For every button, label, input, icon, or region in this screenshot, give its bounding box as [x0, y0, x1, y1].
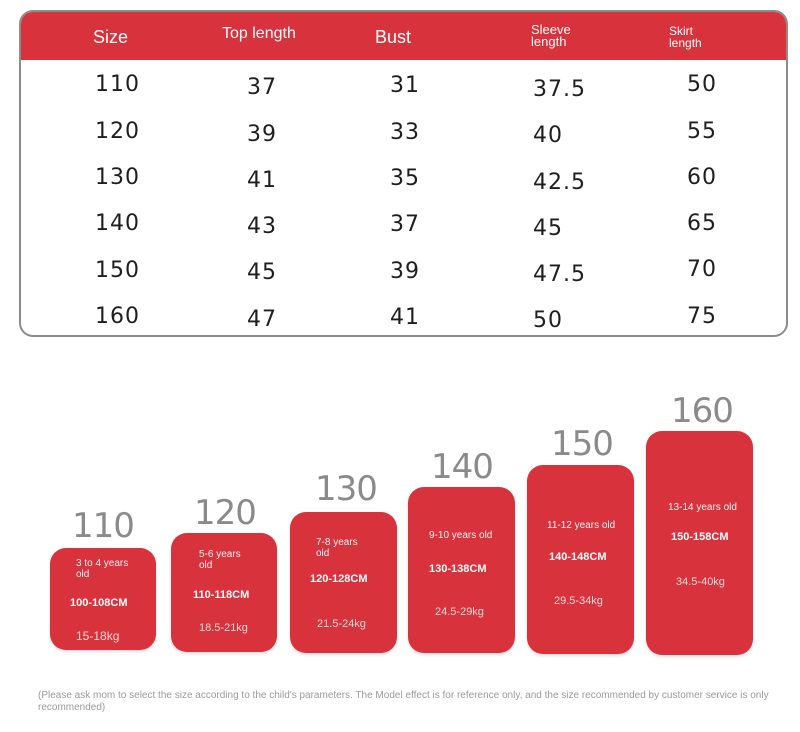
height-range: 130-138CM — [429, 563, 487, 575]
size-table: Size Top length Bust Sleeve length Skirt… — [19, 10, 788, 337]
header-bust: Bust — [375, 27, 412, 47]
cell-sleeve-length: 42.5 — [533, 170, 586, 195]
cell-size: 160 — [95, 304, 140, 329]
age-range: 13-14 years old — [668, 502, 737, 513]
cell-top-length: 47 — [247, 307, 277, 332]
cell-top-length: 45 — [247, 260, 277, 285]
size-card: 3 to 4 years old 100-108CM 15-18kg — [50, 548, 156, 650]
weight-range: 24.5-29kg — [435, 606, 484, 618]
cell-skirt-length: 70 — [687, 257, 717, 282]
age-range: 9-10 years old — [429, 530, 493, 541]
cell-bust: 39 — [390, 259, 420, 284]
header-skirt-length: Skirt length — [669, 24, 702, 50]
height-range: 100-108CM — [70, 597, 128, 609]
age-range: 5-6 years old — [199, 549, 241, 571]
age-range: 7-8 years old — [316, 537, 358, 559]
weight-range: 15-18kg — [76, 629, 120, 643]
cell-top-length: 43 — [247, 214, 277, 239]
cell-top-length: 39 — [247, 122, 277, 147]
guide-size-number: 110 — [72, 506, 135, 546]
guide-size-number: 130 — [315, 469, 378, 509]
height-range: 110-118CM — [193, 589, 250, 601]
cell-skirt-length: 50 — [687, 72, 717, 97]
size-card: 9-10 years old 130-138CM 24.5-29kg — [408, 487, 515, 653]
guide-size-number: 150 — [551, 424, 614, 464]
cell-sleeve-length: 47.5 — [533, 262, 586, 287]
age-range: 3 to 4 years old — [76, 558, 129, 580]
header-top-length: Top length — [222, 25, 296, 42]
cell-skirt-length: 75 — [687, 304, 717, 329]
age-range: 11-12 years old — [547, 520, 616, 531]
cell-size: 110 — [95, 72, 140, 97]
cell-sleeve-length: 50 — [533, 308, 563, 333]
cell-size: 130 — [95, 165, 140, 190]
guide-size-number: 120 — [194, 493, 257, 533]
disclaimer-note: (Please ask mom to select the size accor… — [38, 690, 769, 713]
cell-size: 120 — [95, 119, 140, 144]
cell-skirt-length: 60 — [687, 165, 717, 190]
weight-range: 29.5-34kg — [554, 595, 603, 607]
guide-size-number: 160 — [671, 391, 734, 431]
cell-skirt-length: 65 — [687, 211, 717, 236]
weight-range: 34.5-40kg — [676, 576, 725, 588]
cell-skirt-length: 55 — [687, 119, 717, 144]
size-card: 11-12 years old 140-148CM 29.5-34kg — [527, 465, 634, 654]
cell-bust: 31 — [390, 73, 420, 98]
cell-bust: 33 — [390, 120, 420, 145]
table-header: Size Top length Bust Sleeve length Skirt… — [21, 12, 786, 60]
cell-bust: 35 — [390, 166, 420, 191]
cell-bust: 41 — [390, 305, 420, 330]
header-size: Size — [93, 27, 129, 47]
size-card: 5-6 years old 110-118CM 18.5-21kg — [171, 533, 277, 652]
guide-size-number: 140 — [431, 447, 494, 487]
cell-sleeve-length: 40 — [533, 123, 563, 148]
cell-bust: 37 — [390, 212, 420, 237]
cell-sleeve-length: 45 — [533, 216, 563, 241]
weight-range: 18.5-21kg — [199, 622, 248, 634]
cell-top-length: 41 — [247, 168, 277, 193]
cell-size: 140 — [95, 211, 140, 236]
cell-sleeve-length: 37.5 — [533, 77, 586, 102]
header-sleeve-length: Sleeve length — [531, 22, 571, 49]
weight-range: 21.5-24kg — [317, 618, 366, 630]
height-range: 120-128CM — [310, 573, 368, 585]
height-range: 150-158CM — [671, 531, 729, 543]
size-card: 13-14 years old 150-158CM 34.5-40kg — [646, 431, 753, 655]
size-card: 7-8 years old 120-128CM 21.5-24kg — [290, 512, 397, 653]
cell-size: 150 — [95, 258, 140, 283]
cell-top-length: 37 — [247, 75, 277, 100]
height-range: 140-148CM — [549, 551, 607, 563]
